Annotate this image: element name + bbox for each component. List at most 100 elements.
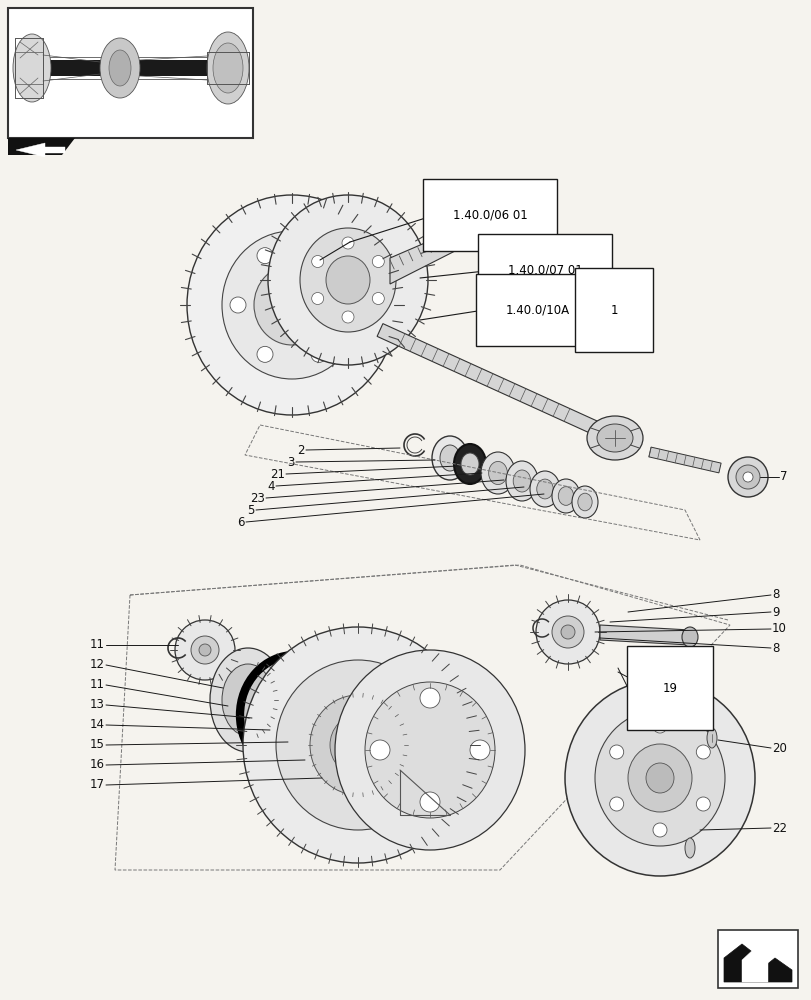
Bar [15,57,247,79]
Text: 1: 1 [610,304,617,316]
Polygon shape [648,447,720,473]
Text: 12: 12 [90,658,105,672]
Text: 7: 7 [779,471,787,484]
Ellipse shape [609,797,623,811]
Ellipse shape [627,744,691,812]
Ellipse shape [571,486,597,518]
Ellipse shape [221,664,273,736]
Text: 13: 13 [90,698,105,712]
Ellipse shape [696,797,710,811]
Ellipse shape [513,470,530,492]
Ellipse shape [727,457,767,497]
Ellipse shape [310,695,406,795]
Ellipse shape [560,625,574,639]
Ellipse shape [594,710,724,846]
Ellipse shape [13,34,51,102]
Ellipse shape [453,444,486,484]
Bar [15,52,43,84]
Ellipse shape [311,248,327,264]
Text: 6: 6 [237,516,245,528]
Text: 10: 10 [771,622,786,636]
Text: 1.40.0/07 01: 1.40.0/07 01 [507,263,581,276]
Ellipse shape [596,424,633,452]
Ellipse shape [329,715,385,775]
Ellipse shape [419,792,440,812]
Ellipse shape [370,740,389,760]
Ellipse shape [480,452,514,494]
Ellipse shape [536,479,552,499]
Ellipse shape [652,823,666,837]
Ellipse shape [210,648,285,752]
Ellipse shape [257,248,272,264]
Ellipse shape [505,461,538,501]
Ellipse shape [609,745,623,759]
Text: 1.40.0/10A: 1.40.0/10A [505,304,569,316]
Ellipse shape [742,472,752,482]
Ellipse shape [109,50,131,86]
Polygon shape [376,324,602,436]
Polygon shape [741,948,767,982]
Bar [15,60,247,76]
Text: 23: 23 [250,491,264,504]
Ellipse shape [372,255,384,267]
Ellipse shape [431,436,467,480]
Text: 16: 16 [90,758,105,772]
Ellipse shape [341,237,354,249]
Ellipse shape [207,32,249,104]
Polygon shape [599,625,689,645]
Polygon shape [8,138,75,155]
Ellipse shape [257,346,272,362]
Ellipse shape [212,43,242,93]
Ellipse shape [311,255,324,267]
Ellipse shape [461,453,478,475]
Text: 5: 5 [247,504,255,516]
Ellipse shape [558,487,573,505]
Ellipse shape [254,265,329,345]
Ellipse shape [706,728,716,748]
Ellipse shape [586,416,642,460]
Ellipse shape [470,740,489,760]
Ellipse shape [564,680,754,876]
Ellipse shape [325,256,370,304]
Ellipse shape [684,838,694,858]
Text: 11: 11 [90,639,105,652]
Text: 18: 18 [629,684,644,696]
Text: 21: 21 [270,468,285,481]
Bar [717,930,797,988]
Ellipse shape [268,195,427,365]
Ellipse shape [551,616,583,648]
Ellipse shape [735,465,759,489]
Ellipse shape [551,479,579,513]
Text: 20: 20 [771,742,786,754]
Ellipse shape [175,620,234,680]
Text: 8: 8 [771,588,779,601]
Ellipse shape [311,292,324,304]
Text: 9: 9 [771,605,779,618]
Ellipse shape [335,650,525,850]
Ellipse shape [696,745,710,759]
Ellipse shape [530,471,560,507]
Ellipse shape [221,231,362,379]
Bar [8,8,253,138]
Ellipse shape [646,763,673,793]
Ellipse shape [681,627,697,647]
Ellipse shape [440,445,460,471]
Polygon shape [389,202,519,284]
Ellipse shape [341,311,354,323]
Text: 4: 4 [267,480,275,492]
Ellipse shape [535,600,599,664]
Text: 1.40.0/06 01: 1.40.0/06 01 [452,209,526,222]
Ellipse shape [191,636,219,664]
Text: 2: 2 [297,444,305,456]
Text: 11: 11 [90,678,105,692]
Ellipse shape [199,644,211,656]
Ellipse shape [652,719,666,733]
Ellipse shape [488,461,507,485]
Ellipse shape [299,228,396,332]
Text: 15: 15 [90,738,105,752]
Ellipse shape [365,682,495,818]
Text: 8: 8 [771,642,779,654]
Ellipse shape [276,660,440,830]
Text: 14: 14 [90,718,105,732]
Text: 19: 19 [662,682,676,694]
